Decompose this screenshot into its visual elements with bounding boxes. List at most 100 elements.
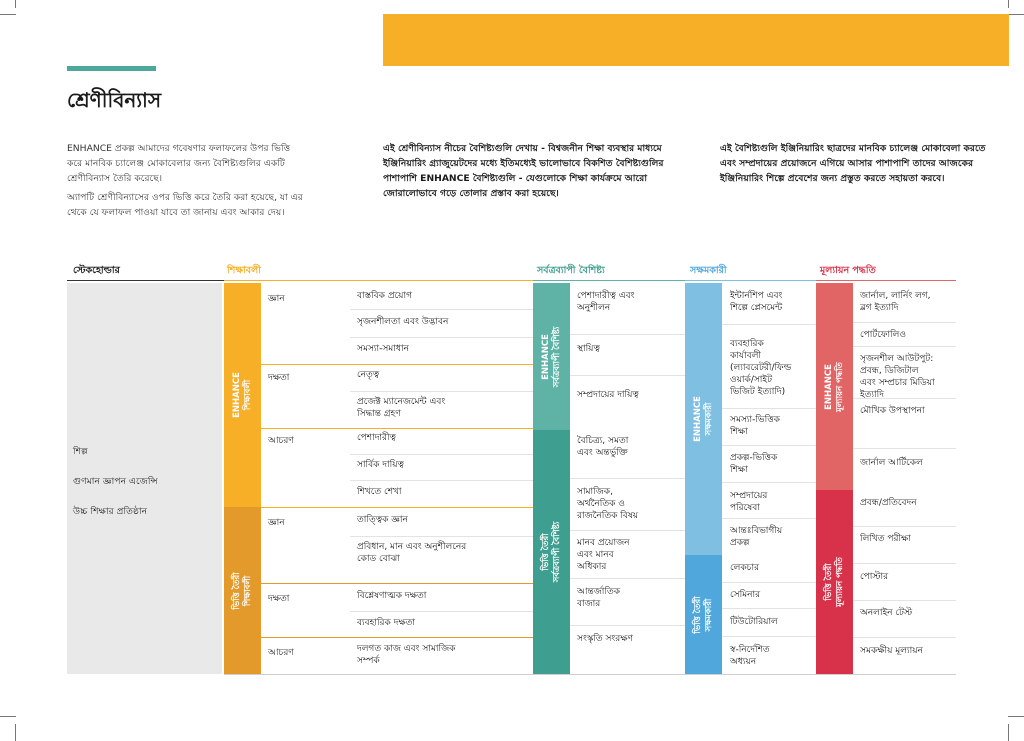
enabler-item: স্ব-নির্দেশিত অধ্যয়ন: [730, 645, 770, 667]
learning-item: পেশাদারীত্ব: [357, 433, 396, 443]
header-assessment: মূল্যায়ন পদ্ধতি: [820, 265, 876, 276]
row-divider: [350, 391, 533, 392]
assessment-item: পোস্টার: [860, 572, 889, 582]
learning-group-rule: [261, 507, 533, 508]
bar-learning-enhance-label: ENHANCE শিক্ষাবলী: [231, 372, 253, 418]
header-rule-enablers: [685, 280, 816, 281]
header-rule-assessment: [816, 280, 956, 281]
learning-item: বিশ্লেষণাত্মক দক্ষতা: [357, 591, 427, 601]
assessment-item: মৌখিক উপস্থাপনা: [860, 406, 925, 416]
enabler-item: সমস্যা-ভিত্তিক শিক্ষা: [730, 415, 780, 437]
crop-mark: [0, 716, 16, 717]
bar-enablers-enhance-label: ENHANCE সক্ষমকারী: [692, 396, 714, 442]
row-divider: [853, 563, 956, 564]
header-rule-crosscutting: [533, 280, 685, 281]
enabler-item: সম্প্রদায়ের পরিষেবা: [730, 491, 768, 513]
intro-left-para-2: অ্যাপটি শ্রেণীবিন্যাসের ওপর ভিত্তি করে ত…: [67, 192, 303, 218]
bar-assessment-enhance-label: ENHANCE মূল্যায়ন পদ্ধতি: [823, 361, 845, 412]
learning-group-rule: [261, 637, 533, 638]
bar-learning-enhance: ENHANCE শিক্ষাবলী: [224, 283, 261, 507]
row-divider: [722, 518, 816, 519]
assessment-item: অনলাইন টেস্ট: [860, 608, 913, 618]
learning-item: ব্যবহারিক দক্ষতা: [357, 618, 416, 628]
learning-item: বাস্তবিক প্রয়োগ: [357, 291, 412, 301]
crosscutting-item: আন্তর্জাতিক বাজার: [577, 587, 620, 609]
assessment-item: জার্নাল, লার্নিং লগ, ব্লগ ইত্যাদি: [860, 291, 931, 313]
header-rule-stakeholder: [67, 280, 224, 281]
row-divider: [570, 334, 685, 335]
row-divider: [722, 445, 816, 446]
assessment-item: প্রবন্ধ/প্রতিবেদন: [860, 498, 917, 508]
header-crosscutting: সর্বত্রব্যাপী বৈশিষ্ট্য: [537, 265, 605, 276]
learning-group-rule: [261, 583, 533, 584]
bar-enablers-enhance: ENHANCE সক্ষমকারী: [685, 283, 722, 555]
bar-cross-enhance: ENHANCE সর্বত্রব্যাপী বৈশিষ্ট্য: [533, 283, 570, 430]
assessment-item: সমকক্ষীয় মূল্যায়ন: [860, 646, 923, 656]
row-divider: [350, 611, 533, 612]
row-divider: [570, 478, 685, 479]
row-divider: [570, 625, 685, 626]
crop-mark: [1008, 716, 1024, 717]
row-divider: [722, 482, 816, 483]
learning-item: শিখতে শেখা: [357, 487, 402, 497]
header-rule-learning: [224, 280, 533, 281]
crop-mark: [1008, 0, 1009, 8]
row-divider: [722, 608, 816, 609]
row-divider: [853, 637, 956, 638]
crosscutting-item: স্থায়িত্ব: [577, 344, 600, 354]
crosscutting-item: মানব প্রয়োজন এবং মানব অধিকার: [577, 538, 630, 572]
learning-item: তাত্ত্বিক জ্ঞান: [357, 515, 408, 525]
assessment-item: জার্নাল আর্টিকেল: [860, 458, 923, 468]
header-band: [383, 14, 1009, 66]
page-title: শ্রেণীবিন্যাস: [67, 88, 162, 112]
learning-item: সমস্যা-সমাধান: [357, 344, 409, 354]
intro-left-para-1: ENHANCE প্রকল্প আমাদের গবেষণার ফলাফলের উ…: [67, 143, 291, 184]
row-divider: [853, 346, 956, 347]
stakeholder-industry: শিল্প: [73, 446, 88, 457]
subcat-knowledge-enhance: জ্ঞান: [268, 294, 285, 304]
row-divider: [570, 530, 685, 531]
row-divider: [350, 454, 533, 455]
assessment-item: লিখিত পরীক্ষা: [860, 534, 911, 544]
row-divider: [350, 536, 533, 537]
row-divider: [853, 526, 956, 527]
enabler-item: সেমিনার: [730, 590, 761, 600]
row-divider: [853, 398, 956, 399]
bar-enablers-base: ভিত্তি তৈরী সক্ষমকারী: [685, 555, 722, 674]
bar-cross-enhance-label: ENHANCE সর্বত্রব্যাপী বৈশিষ্ট্য: [540, 326, 562, 387]
learning-group-rule: [261, 364, 533, 365]
subcat-skills-base: দক্ষতা: [268, 594, 290, 604]
crosscutting-item: বৈচিত্র্য, সমতা এবং অন্তর্ভুক্তি: [577, 436, 629, 458]
intro-left: ENHANCE প্রকল্প আমাদের গবেষণার ফলাফলের উ…: [67, 141, 307, 224]
crosscutting-item: সংস্কৃতি সংরক্ষণ: [577, 634, 633, 644]
learning-item: সার্বিক দায়িত্ব: [357, 460, 404, 470]
row-divider: [853, 448, 956, 449]
crosscutting-item: পেশাদারীত্ব এবং অনুশীলন: [577, 291, 635, 313]
row-divider: [722, 582, 816, 583]
crop-mark: [15, 0, 16, 8]
row-divider: [224, 674, 956, 675]
stakeholder-quality-agency: গুণমান জ্ঞাপন এজেন্সি: [73, 476, 158, 487]
enabler-item: ইন্টার্নশিপ এবং শিল্পে প্লেসমেন্ট: [730, 291, 783, 313]
enabler-item: আন্তঃবিভাগীয় প্রকল্প: [730, 526, 783, 548]
bar-enablers-base-label: ভিত্তি তৈরী সক্ষমকারী: [692, 595, 714, 634]
subcat-attitude-enhance: আচরণ: [268, 436, 294, 446]
learning-item: সৃজনশীলতা এবং উদ্ভাবন: [357, 317, 449, 327]
row-divider: [350, 480, 533, 481]
crop-mark: [0, 14, 16, 15]
header-enablers: সক্ষমকারী: [690, 265, 727, 276]
row-divider: [722, 408, 816, 409]
stakeholder-panel: [67, 283, 222, 674]
bar-assessment-base-label: ভিত্তি তৈরী মূল্যায়ন পদ্ধতি: [823, 557, 845, 607]
enabler-item: টিউটোরিয়াল: [730, 617, 778, 627]
row-divider: [722, 324, 816, 325]
bar-assessment-enhance: ENHANCE মূল্যায়ন পদ্ধতি: [816, 283, 853, 490]
crop-mark: [15, 724, 16, 741]
crop-mark: [1008, 724, 1009, 741]
intro-middle: এই শ্রেণীবিন্যাস নীচের বৈশিষ্ট্যগুলি দেখ…: [383, 143, 664, 199]
learning-group-rule: [261, 428, 533, 429]
enabler-item: প্রকল্প-ভিত্তিক শিক্ষা: [730, 453, 778, 475]
bar-learning-base-label: ভিত্তি তৈরী শিক্ষাবলী: [231, 571, 253, 610]
header-stakeholder: স্টেকহোল্ডার: [73, 265, 120, 276]
learning-item: নেতৃত্ব: [357, 370, 380, 380]
